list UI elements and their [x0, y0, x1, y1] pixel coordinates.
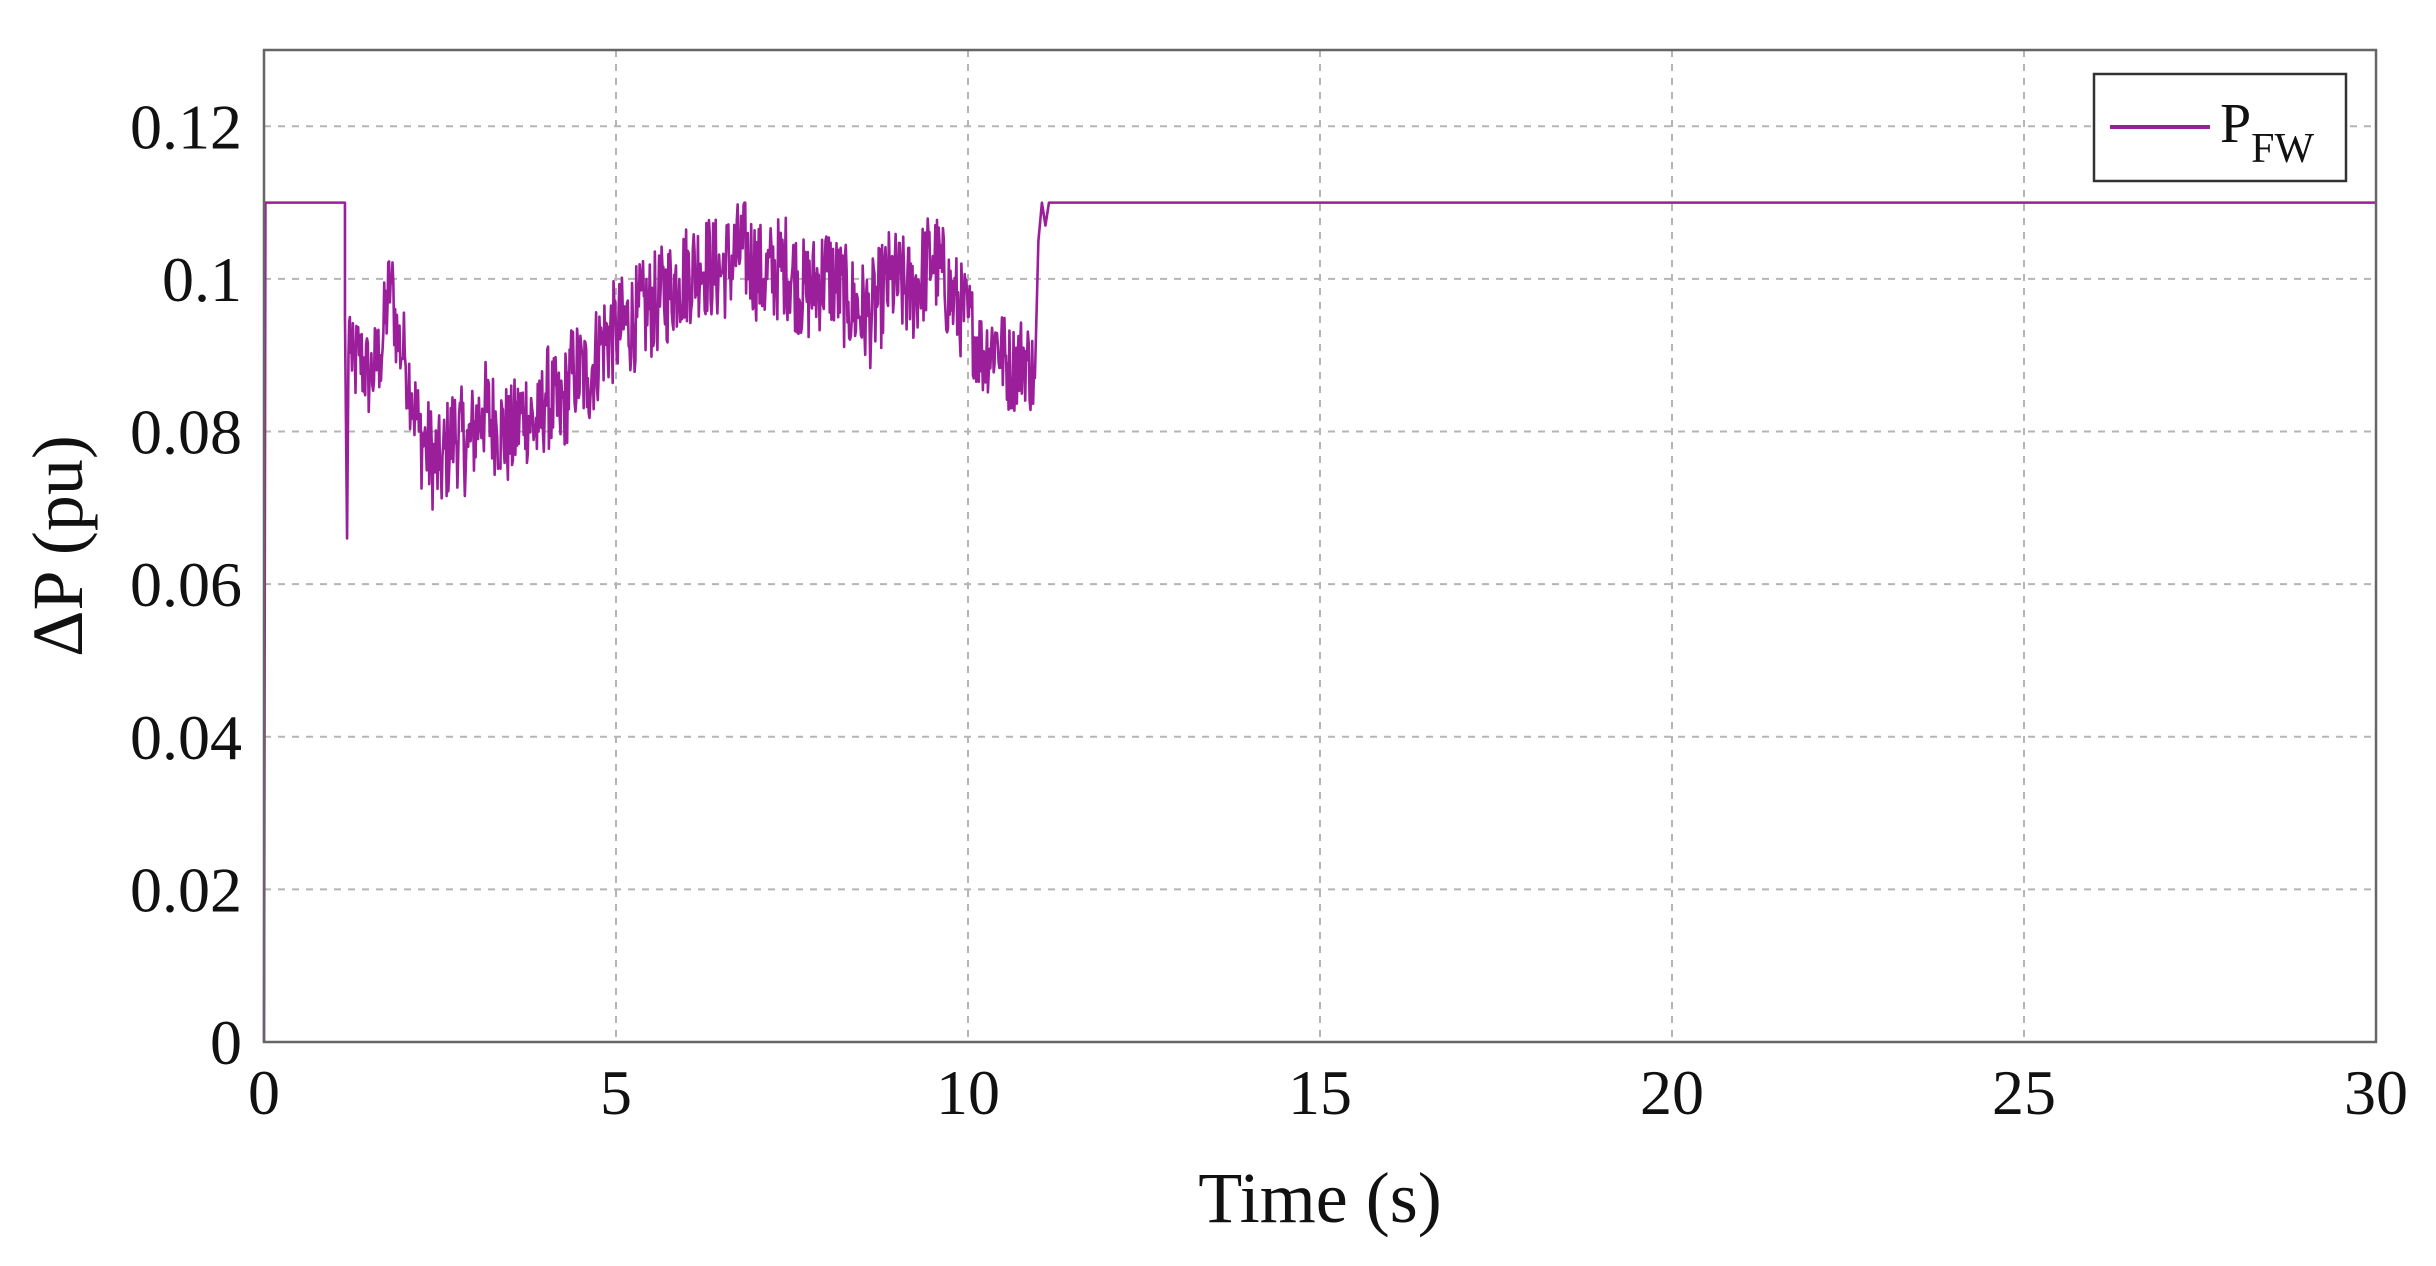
y-tick-label-4: 0.08 — [130, 397, 242, 468]
x-tick-label-5: 25 — [1992, 1057, 2056, 1128]
axes-box — [262, 48, 2378, 1044]
x-tick-label-2: 10 — [936, 1057, 1000, 1128]
y-tick-label-6: 0.12 — [130, 91, 242, 162]
y-tick-labels: 0 0.02 0.04 0.06 0.08 0.1 0.12 — [130, 91, 242, 1078]
grid — [264, 50, 2376, 1042]
legend-entry-main: P — [2220, 93, 2251, 155]
y-tick-label-5: 0.1 — [162, 244, 242, 315]
x-tick-label-3: 15 — [1288, 1057, 1352, 1128]
x-axis-title: Time (s) — [1198, 1158, 1441, 1238]
x-tick-label-1: 5 — [600, 1057, 632, 1128]
series-layer — [262, 201, 2376, 1043]
legend-entry-sub: FW — [2251, 126, 2314, 172]
y-axis-title: ΔP (pu) — [18, 435, 98, 657]
legend: PFW — [2092, 72, 2348, 183]
x-tick-label-6: 30 — [2344, 1057, 2408, 1128]
x-tick-labels: 0 5 10 15 20 25 30 — [248, 1057, 2408, 1128]
y-tick-label-0: 0 — [210, 1007, 242, 1078]
series-line-0 — [262, 201, 2376, 1043]
y-tick-label-2: 0.04 — [130, 702, 242, 773]
legend-entry-label: PFW — [2220, 93, 2315, 172]
x-tick-label-4: 20 — [1640, 1057, 1704, 1128]
y-tick-label-3: 0.06 — [130, 549, 242, 620]
y-tick-label-1: 0.02 — [130, 854, 242, 925]
x-tick-label-0: 0 — [248, 1057, 280, 1128]
